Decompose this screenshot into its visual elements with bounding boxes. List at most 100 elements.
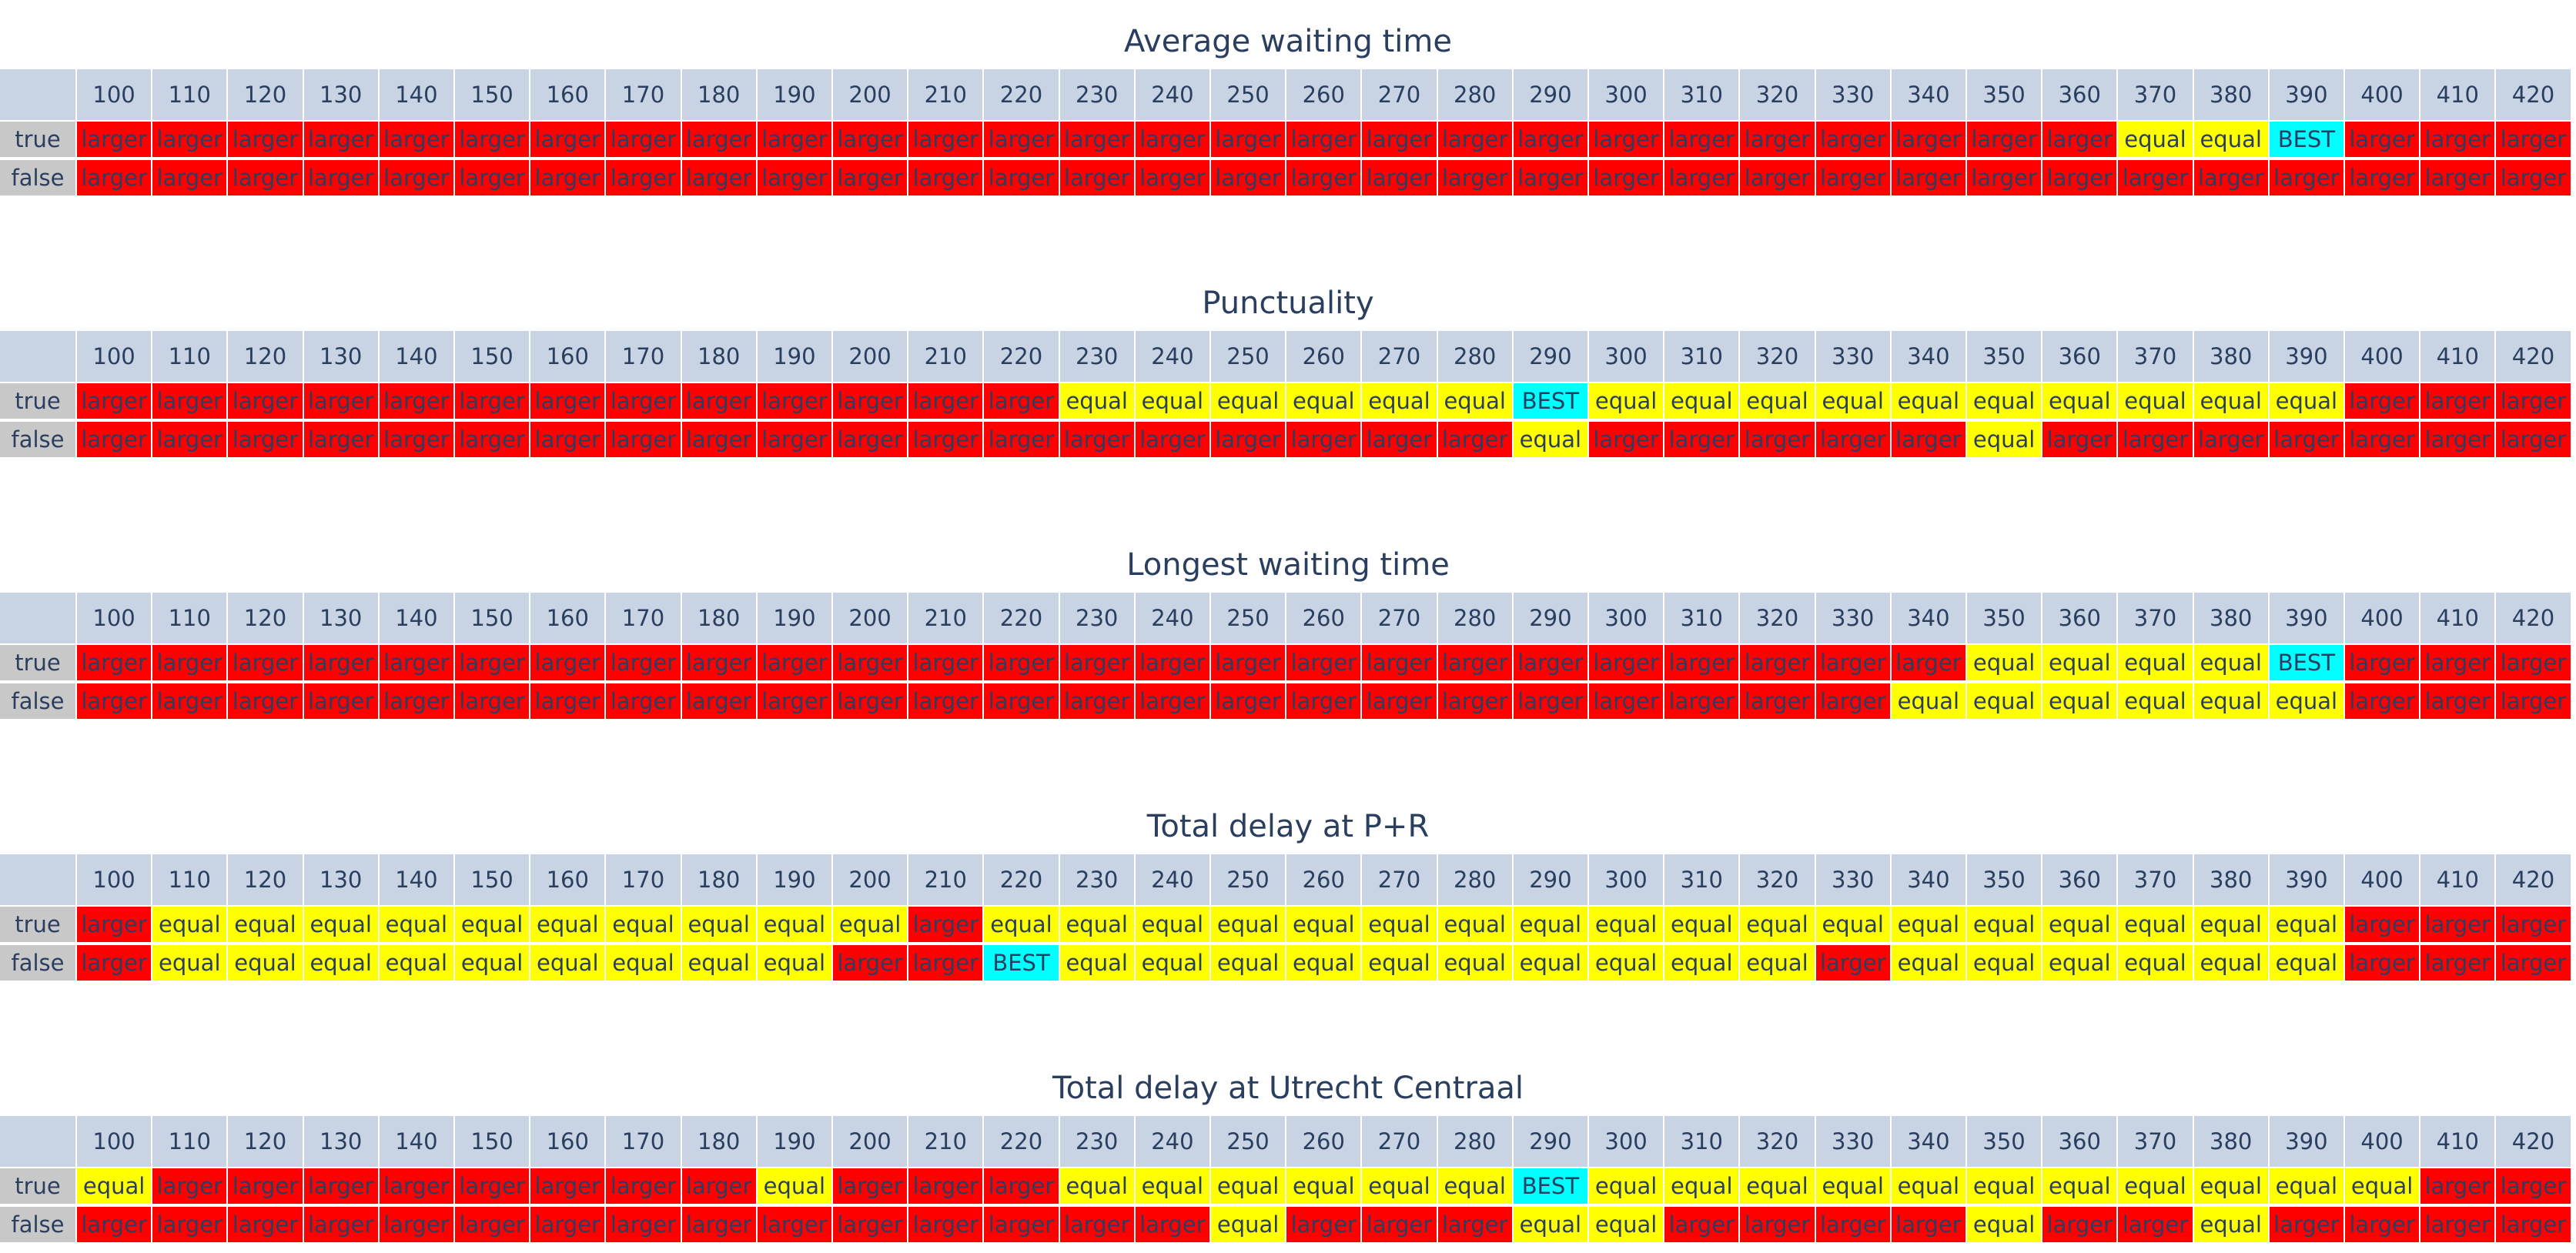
table-cell: equal (1211, 945, 1287, 982)
table-cell: larger (228, 1168, 304, 1205)
column-header: 300 (1589, 1116, 1665, 1168)
table-cell: equal (1967, 645, 2043, 682)
table-cell: equal (757, 945, 833, 982)
column-header: 390 (2269, 593, 2345, 645)
table-cell: larger (833, 1168, 909, 1205)
row-label: false (0, 683, 77, 720)
table-cell: equal (1059, 383, 1136, 420)
table-cell: larger (606, 122, 682, 159)
column-header: 170 (606, 69, 682, 122)
table-cell: larger (1589, 645, 1665, 682)
column-header: 220 (984, 69, 1060, 122)
table-cell: equal (1815, 1168, 1892, 1205)
table-cell: larger (1664, 1207, 1741, 1244)
table-cell: equal (1211, 383, 1287, 420)
table-cell: larger (757, 383, 833, 420)
column-header: 180 (681, 331, 758, 383)
table-cell: larger (908, 1168, 985, 1205)
table-cell: larger (228, 383, 304, 420)
column-header: 400 (2345, 593, 2421, 645)
table-cell: larger (530, 683, 607, 720)
table-cell: larger (1437, 122, 1514, 159)
table-cell: larger (2345, 945, 2421, 982)
table-cell: larger (1286, 1207, 1363, 1244)
column-header: 150 (455, 854, 531, 907)
table-cell: larger (757, 122, 833, 159)
column-header: 340 (1891, 854, 1967, 907)
table-cell: larger (2042, 1207, 2119, 1244)
table-cell: equal (757, 907, 833, 944)
table-cell: larger (228, 422, 304, 459)
column-header: 170 (606, 331, 682, 383)
table-cell: larger (530, 160, 607, 197)
column-header: 270 (1362, 331, 1438, 383)
table-cell: equal (833, 907, 909, 944)
column-header: 380 (2193, 331, 2270, 383)
column-header: 410 (2420, 1116, 2497, 1168)
table-cell: equal (303, 945, 380, 982)
table-cell: larger (984, 645, 1060, 682)
column-header: 180 (681, 854, 758, 907)
table-cell: equal (1891, 383, 1967, 420)
table-cell: larger (2345, 383, 2421, 420)
table-cell: larger (1059, 422, 1136, 459)
table-cell: equal (2193, 1168, 2270, 1205)
column-header: 370 (2118, 331, 2194, 383)
column-header: 350 (1967, 69, 2043, 122)
table-cell: larger (2042, 122, 2119, 159)
column-header: 360 (2042, 593, 2119, 645)
table-cell: larger (606, 683, 682, 720)
column-header: 310 (1664, 854, 1741, 907)
column-header: 190 (757, 331, 833, 383)
table-cell: larger (2345, 1207, 2421, 1244)
table-cell: equal (2269, 1168, 2345, 1205)
table-cell: larger (455, 383, 531, 420)
table-cell: larger (1664, 645, 1741, 682)
table-cell: larger (1815, 945, 1892, 982)
table-cell: larger (908, 645, 985, 682)
table-cell: larger (908, 683, 985, 720)
table-cell: equal (1211, 1168, 1287, 1205)
table-cell: larger (2345, 907, 2421, 944)
column-header: 340 (1891, 1116, 1967, 1168)
column-header: 290 (1513, 593, 1589, 645)
column-header: 140 (379, 1116, 455, 1168)
table-cell: larger (908, 122, 985, 159)
table-cell: larger (2345, 683, 2421, 720)
table-cell: larger (606, 1207, 682, 1244)
table-cell: larger (1437, 683, 1514, 720)
table-cell: larger (908, 422, 985, 459)
row-label: false (0, 1207, 77, 1244)
table-cell: larger (1589, 422, 1665, 459)
table-cell: larger (303, 1168, 380, 1205)
table-cell: larger (530, 1168, 607, 1205)
table-cell: equal (2193, 645, 2270, 682)
table-cell: larger (1891, 122, 1967, 159)
table-cell: larger (1437, 645, 1514, 682)
column-header: 100 (77, 1116, 153, 1168)
table-cell: equal (1135, 383, 1211, 420)
table-cell: larger (379, 1207, 455, 1244)
table-cell: larger (984, 683, 1060, 720)
table-cell: larger (77, 160, 153, 197)
table-cell: equal (1059, 1168, 1136, 1205)
table-cell: larger (379, 1168, 455, 1205)
table-cell: larger (1059, 1207, 1136, 1244)
table-cell: larger (2420, 383, 2497, 420)
table-cell: larger (2269, 422, 2345, 459)
column-header: 420 (2496, 69, 2572, 122)
header-corner-cell (0, 854, 77, 907)
column-header: 170 (606, 1116, 682, 1168)
table-cell: larger (530, 122, 607, 159)
table-cell: larger (1513, 122, 1589, 159)
table-cell: equal (379, 907, 455, 944)
table-cell: larger (1437, 1207, 1514, 1244)
row-label: true (0, 122, 77, 159)
table-cell: larger (379, 122, 455, 159)
table-cell: equal (1891, 907, 1967, 944)
column-header: 230 (1059, 69, 1136, 122)
column-header: 320 (1740, 331, 1816, 383)
table-cell: larger (2118, 160, 2194, 197)
table-cell: equal (1513, 422, 1589, 459)
table-cell: larger (2042, 160, 2119, 197)
